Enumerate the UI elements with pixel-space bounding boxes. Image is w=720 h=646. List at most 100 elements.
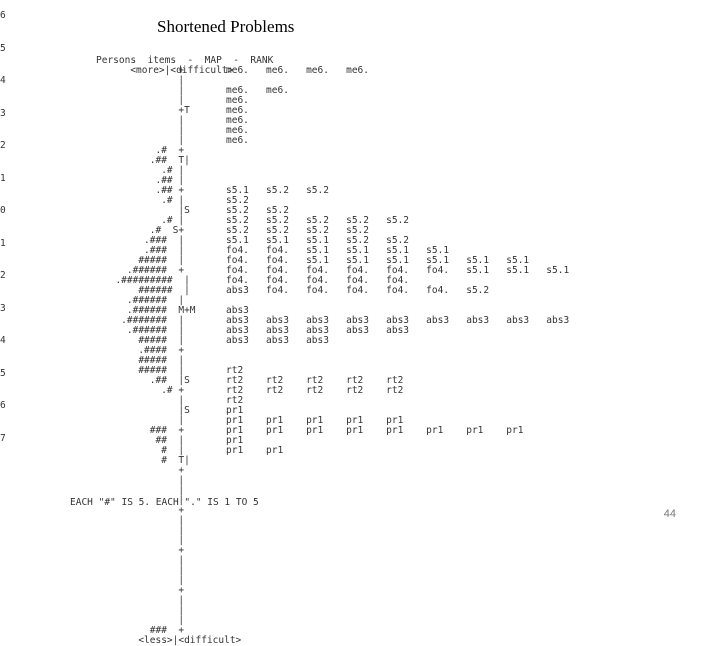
item-line: s5.2 s5.2 s5.2 s5.2 s5.2: [226, 215, 410, 226]
item-line: abs3 fo4. fo4. fo4. fo4. fo4. s5.2: [226, 285, 490, 296]
item-line: abs3 abs3 abs3 abs3 abs3 abs3 abs3 abs3 …: [226, 315, 570, 326]
distribution-line: # T|: [104, 455, 190, 466]
item-line: s5.1 s5.1 s5.1 s5.2 s5.2: [226, 235, 410, 246]
scale-tick-label: 0: [0, 205, 6, 216]
item-line: abs3 abs3 abs3: [226, 335, 329, 346]
scale-tick-label: 1: [0, 237, 6, 249]
distribution-line: ##### |: [104, 255, 185, 266]
distribution-line: +: [104, 65, 185, 76]
item-line: pr1 pr1 pr1 pr1 pr1: [226, 415, 404, 426]
distribution-line: .###### |: [104, 295, 185, 306]
item-line: fo4. fo4. fo4. fo4. fo4.: [226, 275, 410, 286]
distribution-line: +T: [104, 105, 190, 116]
distribution-line: |: [104, 415, 185, 426]
item-line: rt2 rt2 rt2 rt2 rt2: [226, 375, 404, 386]
distribution-line: ### +: [104, 425, 185, 436]
distribution-line: |S: [104, 205, 190, 216]
distribution-line: |: [104, 515, 185, 526]
distribution-line: <less>|<difficult>: [104, 635, 242, 646]
item-line: abs3 abs3 abs3 abs3 abs3: [226, 325, 410, 336]
distribution-line: ##### |: [104, 365, 185, 376]
distribution-line: |S: [104, 405, 190, 416]
map-header-line: <more>|<difficult>: [96, 65, 234, 76]
map-legend: EACH "#" IS 5. EACH "." IS 1 TO 5: [70, 497, 259, 508]
map-header-line: Persons items - MAP - RANK: [96, 55, 274, 66]
item-line: pr1: [226, 435, 244, 446]
distribution-line: |: [104, 485, 185, 496]
item-line: me6.: [226, 115, 249, 126]
scale-tick-label: 7: [0, 432, 6, 444]
item-line: abs3: [226, 305, 249, 316]
distribution-line: .# |: [104, 215, 185, 226]
distribution-line: .###### +: [104, 265, 185, 276]
distribution-line: |: [104, 75, 185, 86]
distribution-line: |: [104, 85, 185, 96]
item-line: rt2: [226, 395, 244, 406]
distribution-line: ##### |: [104, 355, 185, 366]
item-line: s5.2 s5.2 s5.2 s5.2: [226, 225, 369, 236]
scale-tick-label: 2: [0, 270, 6, 281]
distribution-line: .#### +: [104, 345, 185, 356]
item-line: me6.: [226, 135, 249, 146]
distribution-line: ## |: [104, 435, 185, 446]
scale-tick-label: 3: [0, 302, 6, 314]
item-line: rt2: [226, 365, 244, 376]
item-line: me6.: [226, 105, 249, 116]
scale-tick-label: 1: [0, 172, 6, 184]
distribution-line: .# |: [104, 195, 185, 206]
item-line: pr1: [226, 405, 244, 416]
distribution-line: |: [104, 115, 185, 126]
scale-tick-label: 5: [0, 367, 6, 379]
distribution-line: .####### |: [104, 315, 185, 326]
person-distribution: + | | | +T | | | .# + .## T| .# | .## | …: [104, 66, 241, 646]
item-line: s5.2 s5.2: [226, 205, 289, 216]
distribution-line: .# |: [104, 165, 185, 176]
item-line: fo4. fo4. fo4. fo4. fo4. fo4. s5.1 s5.1 …: [226, 265, 570, 276]
distribution-line: .### |: [104, 245, 185, 256]
distribution-line: |: [104, 395, 185, 406]
scale-tick-label: 4: [0, 335, 6, 346]
scale-tick-label: 6: [0, 10, 6, 21]
item-line: pr1 pr1: [226, 445, 284, 456]
slide-title: Shortened Problems: [157, 17, 295, 36]
item-line: me6. me6.: [226, 85, 289, 96]
item-line: rt2 rt2 rt2 rt2 rt2: [226, 385, 404, 396]
item-line: me6.: [226, 125, 249, 136]
distribution-line: ##### |: [104, 335, 185, 346]
distribution-line: |: [104, 525, 185, 536]
distribution-line: .# +: [104, 385, 185, 396]
distribution-line: .# S+: [104, 225, 185, 236]
distribution-line: .## |: [104, 175, 185, 186]
item-line: fo4. fo4. s5.1 s5.1 s5.1 s5.1: [226, 245, 450, 256]
distribution-line: .## T|: [104, 155, 190, 166]
scale-tick-label: 4: [0, 75, 6, 86]
distribution-line: .## |S: [104, 375, 190, 386]
distribution-line: .###### M+M: [104, 305, 196, 316]
distribution-line: .# +: [104, 145, 185, 156]
item-line: me6. me6. me6. me6.: [226, 65, 369, 76]
distribution-line: |: [104, 495, 185, 506]
distribution-line: .###### |: [104, 325, 185, 336]
item-line: fo4. fo4. s5.1 s5.1 s5.1 s5.1 s5.1 s5.1: [226, 255, 530, 266]
distribution-line: |: [104, 475, 185, 486]
distribution-line: .### |: [104, 235, 185, 246]
distribution-line: +: [104, 465, 185, 476]
scale-tick-label: 6: [0, 400, 6, 411]
distribution-line: # |: [104, 445, 185, 456]
distribution-line: ###### |: [104, 285, 190, 296]
item-line: s5.2: [226, 195, 249, 206]
item-line: s5.1 s5.2 s5.2: [226, 185, 329, 196]
scale-tick-label: 2: [0, 140, 6, 151]
item-line: pr1 pr1 pr1 pr1 pr1 pr1 pr1 pr1: [226, 425, 524, 436]
map-header: Persons items - MAP - RANK <more>|<diffi…: [96, 56, 273, 76]
item-line: me6.: [226, 95, 249, 106]
distribution-line: +: [104, 505, 185, 516]
distribution-line: |: [104, 125, 185, 136]
distribution-line: .## +: [104, 185, 185, 196]
item-difficulties: me6. me6. me6. me6. me6. me6. me6. me6. …: [226, 66, 569, 456]
distribution-line: |: [104, 135, 185, 146]
distribution-line: .######### |: [104, 275, 190, 286]
page-number: 44: [663, 508, 676, 520]
scale-tick-label: 5: [0, 42, 6, 54]
distribution-line: |: [104, 95, 185, 106]
